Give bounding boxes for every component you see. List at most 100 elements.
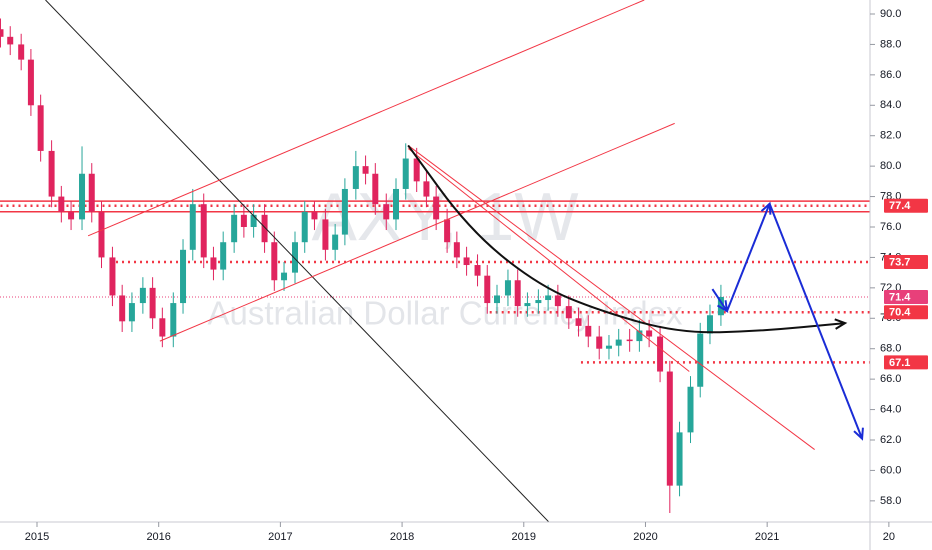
candle-body bbox=[575, 318, 582, 326]
drawing-line bbox=[45, 0, 550, 522]
price-label-bg bbox=[884, 289, 928, 304]
candle-body bbox=[231, 214, 238, 243]
drawing-line bbox=[711, 288, 728, 312]
axes: 58.060.062.064.066.068.070.072.074.076.0… bbox=[25, 8, 928, 543]
candle-body bbox=[27, 59, 34, 106]
candle-body bbox=[37, 105, 44, 151]
candle-body bbox=[341, 188, 348, 235]
price-label: 73.7 bbox=[889, 256, 910, 268]
candle-body bbox=[220, 242, 227, 270]
arrow-head bbox=[717, 300, 729, 314]
candle-body bbox=[524, 303, 531, 307]
candle-body bbox=[504, 280, 511, 296]
price-label-bg bbox=[884, 305, 928, 320]
candle-body bbox=[413, 158, 420, 182]
y-tick-label: 62.0 bbox=[880, 434, 901, 446]
drawing-line bbox=[407, 145, 815, 450]
price-label: 71.4 bbox=[889, 291, 911, 303]
price-label-bg bbox=[884, 355, 928, 370]
candle-body bbox=[250, 214, 257, 227]
drawing-line bbox=[407, 144, 846, 334]
y-tick-label: 90.0 bbox=[880, 8, 901, 20]
candle-body bbox=[585, 325, 592, 337]
candle-body bbox=[7, 36, 14, 45]
y-tick-label: 64.0 bbox=[880, 403, 901, 415]
candle-body bbox=[58, 196, 65, 212]
candle-body bbox=[119, 295, 126, 322]
x-tick-label: 2018 bbox=[390, 531, 414, 543]
drawing-line bbox=[87, 0, 645, 237]
candle-body bbox=[636, 330, 643, 342]
candle-body bbox=[79, 173, 86, 220]
candle-body bbox=[605, 345, 612, 349]
candle-body bbox=[646, 330, 653, 337]
candle-body bbox=[565, 306, 572, 319]
x-tick-label: 2021 bbox=[755, 531, 779, 543]
x-tick-label: 2016 bbox=[146, 531, 170, 543]
y-tick-label: 82.0 bbox=[880, 130, 901, 142]
y-tick-label: 76.0 bbox=[880, 221, 901, 233]
candle-body bbox=[261, 214, 268, 243]
price-label: 70.4 bbox=[889, 307, 911, 319]
y-tick-label: 88.0 bbox=[880, 38, 901, 50]
candle-body bbox=[159, 318, 166, 337]
candle-body bbox=[170, 303, 177, 337]
candle-body bbox=[383, 204, 390, 220]
candle-body bbox=[453, 242, 460, 258]
candle-body bbox=[687, 386, 694, 433]
price-label-bg bbox=[884, 198, 928, 213]
y-tick-label: 58.0 bbox=[880, 495, 901, 507]
candle-body bbox=[484, 275, 491, 304]
candle-body bbox=[98, 211, 105, 258]
y-tick-label: 66.0 bbox=[880, 373, 901, 385]
drawing-line bbox=[726, 203, 771, 312]
price-axis bbox=[870, 0, 932, 550]
candle-body bbox=[210, 257, 217, 270]
candle-body bbox=[494, 295, 501, 304]
drawing-line bbox=[159, 122, 675, 342]
candle-body bbox=[322, 219, 329, 250]
candle-body bbox=[657, 336, 664, 372]
arrow-head bbox=[834, 318, 848, 330]
y-tick-label: 68.0 bbox=[880, 343, 901, 355]
drawing-line bbox=[768, 203, 864, 439]
candle-body bbox=[281, 272, 288, 281]
candle-body bbox=[554, 295, 561, 307]
candle-body bbox=[200, 204, 207, 258]
candle-body bbox=[402, 158, 409, 189]
candle-body bbox=[362, 166, 369, 174]
candle-body bbox=[433, 196, 440, 220]
candle-body bbox=[706, 315, 713, 334]
candle-body bbox=[352, 166, 359, 189]
candle-body bbox=[109, 257, 116, 296]
candle-body bbox=[676, 432, 683, 486]
candle-body bbox=[423, 181, 430, 197]
arrow-head bbox=[853, 427, 864, 441]
candle-body bbox=[463, 257, 470, 266]
price-label: 77.4 bbox=[889, 200, 911, 212]
candle-body bbox=[545, 295, 552, 301]
candle-body bbox=[68, 211, 75, 220]
candle-body bbox=[535, 300, 542, 304]
plot-area bbox=[0, 0, 870, 522]
x-tick-label: 2020 bbox=[633, 531, 657, 543]
candle-body bbox=[271, 242, 278, 281]
candle-body bbox=[48, 150, 55, 197]
candle-body bbox=[392, 188, 399, 220]
candle-body bbox=[0, 29, 4, 37]
candle-body bbox=[301, 211, 308, 243]
candle-body bbox=[240, 214, 247, 227]
candle-body bbox=[717, 296, 724, 316]
candle-body bbox=[88, 173, 95, 212]
candle-body bbox=[311, 211, 318, 220]
candle-body bbox=[615, 339, 622, 346]
candle-body bbox=[332, 234, 339, 250]
y-tick-label: 80.0 bbox=[880, 160, 901, 172]
arrow-head bbox=[760, 201, 772, 215]
candle-body bbox=[189, 204, 196, 250]
candle-body bbox=[474, 265, 481, 276]
candle-body bbox=[596, 336, 603, 349]
y-tick-label: 84.0 bbox=[880, 99, 901, 111]
